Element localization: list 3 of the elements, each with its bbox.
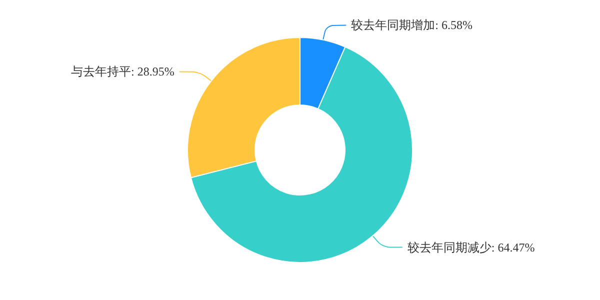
slice-label: 较去年同期增加: 6.58% <box>351 18 473 32</box>
slice-label: 与去年持平: 28.95% <box>71 64 174 79</box>
slice-label: 较去年同期减少: 64.47% <box>407 240 535 254</box>
